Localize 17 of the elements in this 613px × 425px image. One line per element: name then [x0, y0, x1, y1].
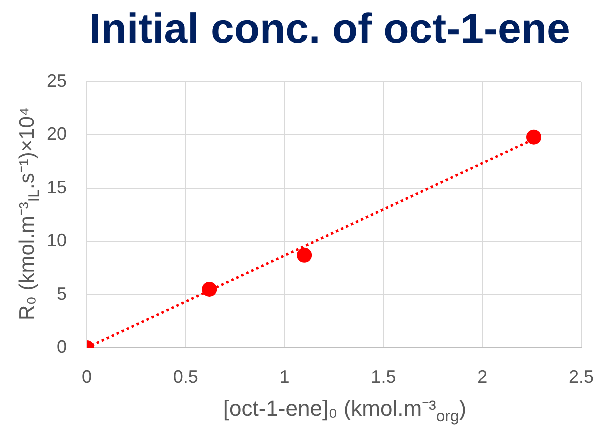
- y-tick-label: 25: [46, 70, 67, 91]
- y-tick-label: 0: [56, 336, 67, 357]
- point: [297, 248, 312, 263]
- x-tick-label: 1.5: [371, 366, 396, 387]
- point: [526, 130, 542, 145]
- x-tick-label: 0.5: [173, 366, 198, 387]
- x-tick-label: 2: [478, 366, 488, 387]
- x-tick-label: 0: [82, 366, 92, 387]
- y-tick-label: 5: [56, 284, 67, 304]
- y-tick-label: 15: [46, 177, 67, 198]
- y-tick-label: 20: [46, 124, 67, 144]
- x-axis-title: [oct-1-ene]₀ (kmol.m⁻³$_{org}$): [223, 396, 467, 425]
- y-tick-label: 10: [46, 230, 67, 251]
- x-tick-label: 2.5: [568, 366, 594, 387]
- point: [202, 282, 218, 297]
- x-tick-label: 1: [280, 366, 290, 387]
- chart-title: Initial conc. of oct-1-ene: [90, 4, 570, 54]
